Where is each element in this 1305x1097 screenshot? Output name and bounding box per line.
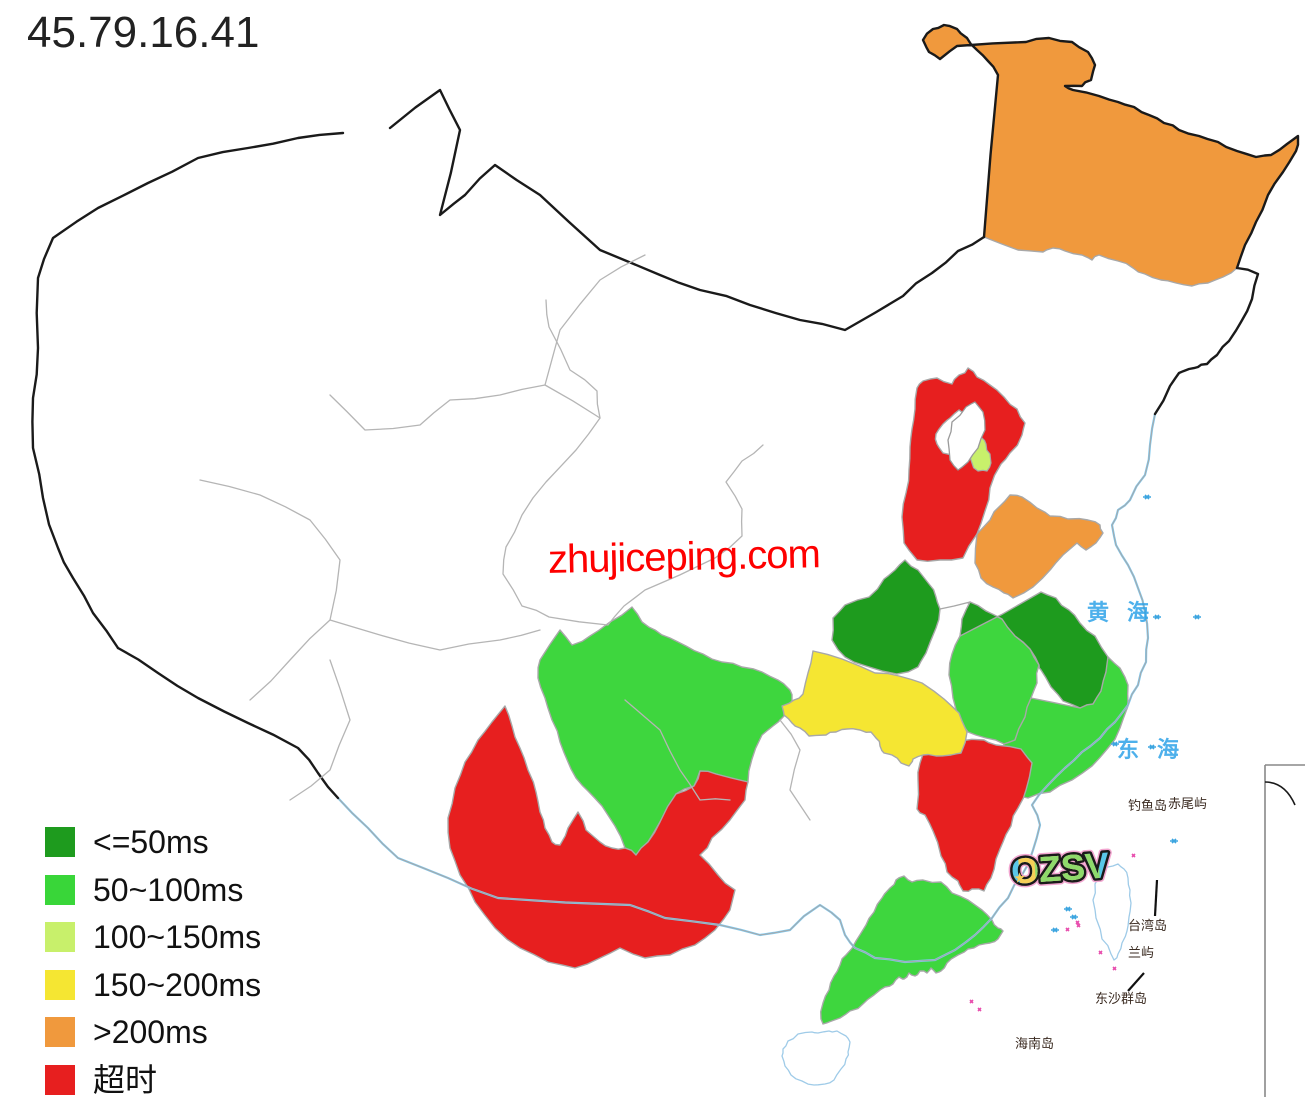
svg-text:海: 海: [1157, 737, 1179, 762]
svg-text:东: 东: [1117, 737, 1139, 762]
svg-text:赤尾屿: 赤尾屿: [1168, 796, 1207, 811]
svg-text:东沙群岛: 东沙群岛: [1095, 991, 1147, 1006]
svg-text:钓鱼岛: 钓鱼岛: [1128, 798, 1167, 813]
svg-text:海: 海: [1127, 600, 1149, 625]
svg-text:台湾岛: 台湾岛: [1128, 918, 1167, 933]
svg-text:★: ★: [1013, 869, 1027, 886]
svg-text:海南岛: 海南岛: [1015, 1036, 1054, 1051]
svg-text:兰屿: 兰屿: [1128, 945, 1154, 960]
svg-text:黄: 黄: [1087, 600, 1109, 625]
